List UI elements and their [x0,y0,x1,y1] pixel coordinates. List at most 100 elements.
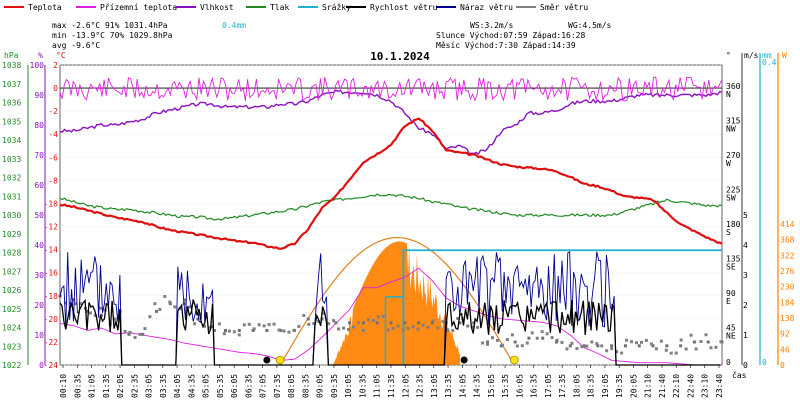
wind-direction-point [88,311,92,315]
wind-direction-point [232,330,236,334]
wind-direction-point [307,322,311,326]
tick-hpa: 1028 [2,249,21,258]
wind-direction-point [505,338,509,342]
tick-pct: 100 [30,61,45,70]
moonrise-marker [263,356,271,364]
wind-direction-point [217,322,221,326]
axis-label-ms: m/s [744,51,759,60]
tick-w: 230 [780,283,795,292]
tick-temp: 2 [53,61,58,70]
wind-direction-point [456,316,460,320]
wind-direction-point [224,329,227,332]
wind-direction-point [582,344,586,348]
x-tick-label: 14:05 [458,374,467,398]
wind-direction-point [141,332,145,336]
wind-direction-point [495,338,499,342]
stats-moon: Měsíc Východ:7:30 Západ:14:39 [436,41,576,50]
wind-direction-point [605,349,609,353]
wind-direction-point [472,321,476,325]
tick-ms: 4 [743,241,748,250]
data-series [58,76,724,366]
x-tick-label: 11:05 [373,374,382,398]
wind-direction-point [123,329,127,333]
wind-direction-point [540,330,544,334]
wind-direction-point [458,321,462,325]
wind-direction-point [421,323,425,327]
x-tick-label: 13:35 [444,374,453,398]
x-tick-label: 08:35 [301,374,310,398]
tick-ms: 3 [743,271,748,280]
tick-temp: -4 [48,130,58,139]
tick-hpa: 1029 [2,230,21,239]
tick-temp: -20 [44,315,59,324]
wind-direction-point [334,321,338,325]
wind-direction-point [525,341,529,345]
wind-direction-point [649,342,653,346]
stats-sun: Slunce Východ:07:59 Západ:16:28 [436,31,585,40]
wind-direction-point [168,300,172,304]
wind-direction-point [595,342,599,346]
wind-direction-point [277,328,281,332]
tick-temp: -6 [48,153,58,162]
wind-direction-point [436,326,440,330]
axis-label-mm: mm [762,51,772,60]
wind-direction-point [555,338,559,342]
legend-label: Směr větru [540,3,588,12]
wind-direction-point [265,329,269,332]
tick-dir: 225 [726,186,741,195]
wind-direction-point [510,333,514,337]
series-tlak [59,193,723,221]
tick-dir-name: E [726,297,731,306]
wind-direction-point [639,340,643,344]
tick-hpa: 1030 [2,211,21,220]
wind-direction-point [665,344,669,348]
tick-ms: 1 [743,331,748,340]
tick-temp: -24 [44,361,59,370]
wind-direction-point [441,320,445,324]
wind-direction-point [630,340,634,344]
x-tick-label: 23:10 [701,374,710,398]
wind-direction-point [64,301,68,305]
x-tick-label: 06:35 [244,374,253,398]
tick-hpa: 1022 [2,361,21,370]
wind-direction-point [565,347,569,351]
legend-label: Přízemní teplota [100,3,177,12]
wind-direction-point [389,321,393,325]
wind-direction-point [679,344,683,348]
wind-direction-point [73,302,77,306]
wind-direction-point [320,317,324,321]
precip-line-a [384,296,404,365]
wind-direction-point [386,328,390,332]
wind-direction-point [210,325,214,329]
tick-ms: 5 [743,211,748,220]
axis-label-dir: ° [726,51,731,60]
wind-direction-point [634,341,638,345]
wind-direction-point [168,302,172,306]
wind-direction-point [252,327,256,331]
tick-dir-name: SW [726,194,736,203]
wind-direction-point [513,340,517,344]
sunrise-marker [275,355,285,365]
x-tick-label: 03:05 [145,374,154,398]
wind-direction-point [451,328,455,332]
tick-pct: 10 [34,331,44,340]
x-tick-label: 16:35 [530,374,539,398]
wind-direction-point [361,328,365,332]
wind-direction-point [257,323,261,327]
wind-direction-point [322,311,326,315]
tick-dir: 135 [726,255,741,264]
sunset-marker [509,355,519,365]
tick-pct: 50 [34,211,44,220]
wind-direction-point [446,328,450,332]
tick-dir: 180 [726,220,741,229]
right-axes: 360N315NW270W225SW180S135SE90E45NE054321… [726,53,795,370]
wind-direction-point [659,339,663,343]
left-axes: 1038103710361035103410331032103110301029… [2,61,58,370]
wind-direction-point [719,340,723,344]
x-tick-label: 01:05 [88,374,97,398]
wind-direction-point [615,350,619,354]
wind-direction-point [127,332,131,336]
tick-hpa: 1024 [2,324,21,333]
wind-direction-point [530,331,534,335]
wind-direction-point [699,340,703,344]
